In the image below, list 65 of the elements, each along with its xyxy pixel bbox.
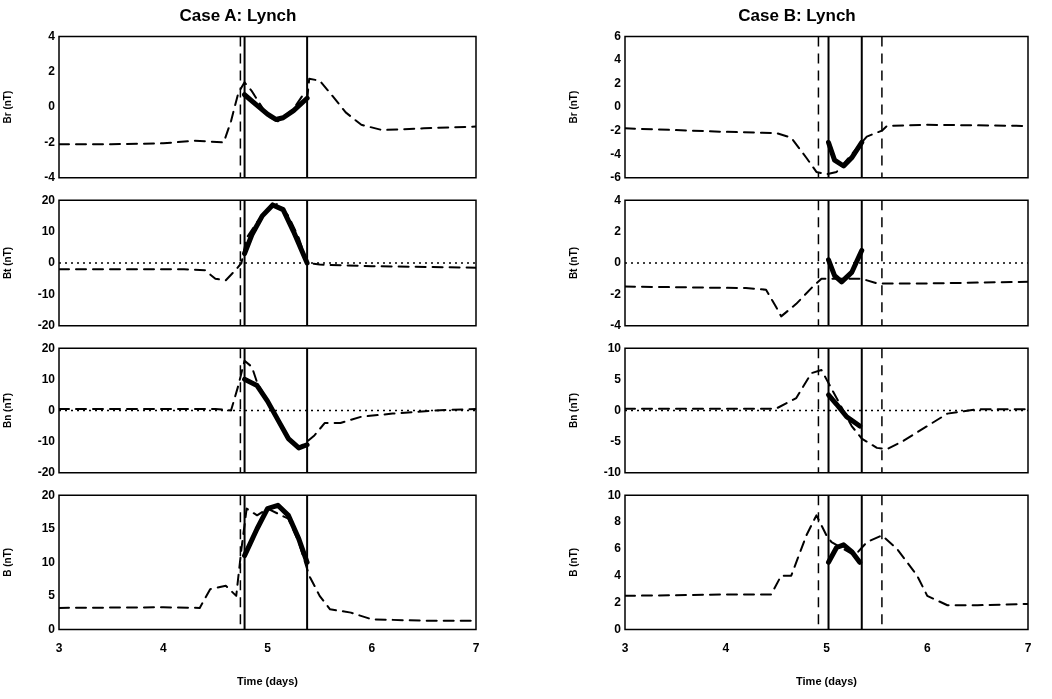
y-tick-label: 0 — [48, 255, 56, 270]
y-tick-label: 6 — [614, 28, 622, 43]
y-tick-label: 10 — [41, 371, 56, 386]
y-tick-label: 0 — [614, 402, 622, 417]
y-tick-label: 20 — [41, 192, 56, 207]
x-tick-label: 4 — [159, 640, 167, 655]
y-tick-label: 10 — [41, 223, 56, 238]
y-tick-label: -4 — [610, 318, 622, 333]
y-tick-label: 4 — [48, 28, 56, 43]
y-tick-label: -2 — [610, 122, 622, 137]
y-axis-title: Br (nT) — [567, 90, 579, 124]
y-tick-label: 10 — [41, 554, 56, 569]
y-axis-title: Bt (nT) — [567, 246, 579, 280]
x-tick-label: 4 — [722, 640, 730, 655]
x-tick-label: 3 — [621, 640, 629, 655]
x-axis-title: Time (days) — [796, 675, 858, 688]
y-tick-label: 0 — [48, 99, 56, 114]
x-tick-label: 7 — [1024, 640, 1032, 655]
y-tick-label: 0 — [48, 402, 56, 417]
x-tick-label: 3 — [55, 640, 63, 655]
y-tick-label: 5 — [614, 371, 622, 386]
y-tick-label: -4 — [44, 170, 56, 185]
y-axis-title: Bn (nT) — [567, 393, 579, 428]
chart-title: Case B: Lynch — [738, 5, 856, 25]
y-tick-label: 4 — [614, 52, 622, 67]
x-axis-title: Time (days) — [237, 675, 299, 688]
y-axis-title: B (nT) — [567, 547, 579, 577]
y-tick-label: -20 — [37, 465, 56, 480]
y-tick-label: 2 — [614, 594, 622, 609]
x-tick-label: 5 — [264, 640, 272, 655]
y-tick-label: -20 — [37, 318, 56, 333]
y-tick-label: 10 — [607, 487, 622, 502]
y-tick-label: 10 — [607, 340, 622, 355]
y-tick-label: 0 — [614, 621, 622, 636]
y-tick-label: -4 — [610, 146, 622, 161]
y-axis-title: Bt (nT) — [1, 246, 13, 280]
x-tick-label: 7 — [472, 640, 480, 655]
y-axis-title: Br (nT) — [1, 90, 13, 124]
y-tick-label: 0 — [614, 255, 622, 270]
y-tick-label: 2 — [48, 64, 56, 79]
y-tick-label: -2 — [610, 286, 622, 301]
y-axis-title: Bn (nT) — [1, 393, 13, 428]
y-tick-label: 20 — [41, 340, 56, 355]
x-tick-label: 6 — [368, 640, 376, 655]
y-tick-label: 4 — [614, 192, 622, 207]
y-tick-label: -5 — [610, 433, 622, 448]
y-tick-label: 2 — [614, 223, 622, 238]
y-tick-label: 15 — [41, 521, 56, 536]
y-tick-label: -2 — [44, 134, 56, 149]
y-tick-label: -10 — [37, 286, 56, 301]
y-axis-title: B (nT) — [1, 547, 13, 577]
chart-title: Case A: Lynch — [179, 5, 297, 25]
y-tick-label: 8 — [614, 514, 622, 529]
y-tick-label: -10 — [603, 465, 622, 480]
y-tick-label: 2 — [614, 75, 622, 90]
y-tick-label: 20 — [41, 487, 56, 502]
y-tick-label: 4 — [614, 568, 622, 583]
y-tick-label: -10 — [37, 433, 56, 448]
x-tick-label: 5 — [823, 640, 831, 655]
y-tick-label: 0 — [614, 99, 622, 114]
y-tick-label: -6 — [610, 170, 622, 185]
y-tick-label: 6 — [614, 541, 622, 556]
y-tick-label: 0 — [48, 621, 56, 636]
y-tick-label: 5 — [48, 588, 56, 603]
x-tick-label: 6 — [923, 640, 931, 655]
